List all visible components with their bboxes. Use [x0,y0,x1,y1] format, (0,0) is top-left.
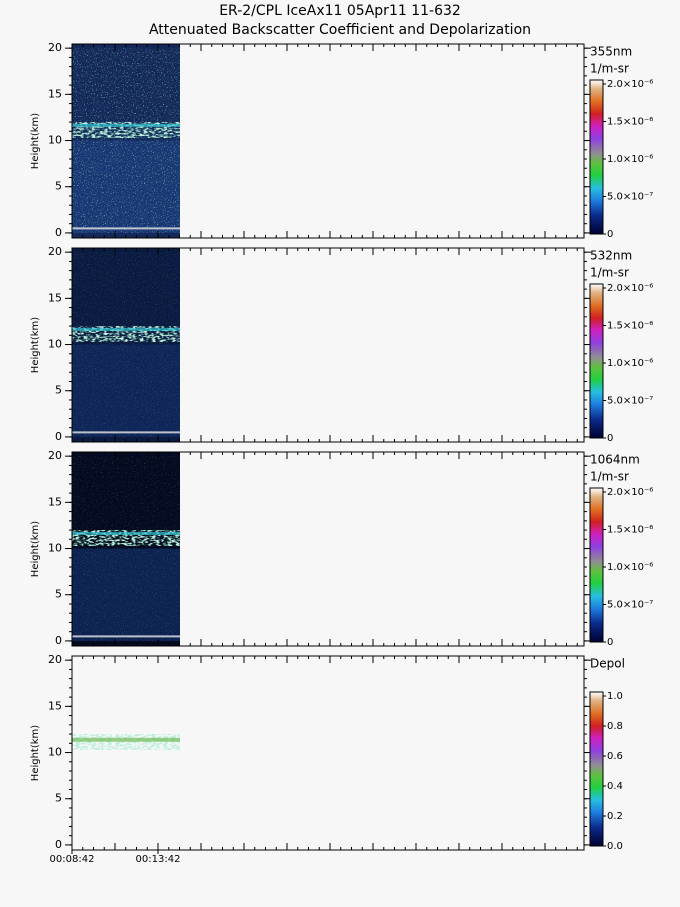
y-tick-label: 20 [48,41,62,54]
colorbar-tick-label: 0.6 [607,751,623,762]
colorbar-title: 1064nm [590,453,640,467]
y-axis-label: Height(km) [30,521,41,577]
colorbar-tick-label: 5.0×10⁻⁷ [607,396,653,407]
y-tick-label: 0 [55,838,62,851]
y-tick-label: 10 [48,134,62,147]
colorbar-tick-label: 0.0 [607,841,623,852]
colorbar-title: 532nm [590,249,632,263]
y-axis-label: Height(km) [30,317,41,373]
colorbar-title: 355nm [590,45,632,59]
colorbar-tick-label: 0.2 [607,811,623,822]
depol-cloud-tint [72,737,180,742]
y-tick-label: 20 [48,449,62,462]
depol-cloud [72,734,180,750]
colorbar-tick-label: 5.0×10⁻⁷ [607,192,653,203]
cloud-top [72,531,180,535]
subtitle: Attenuated Backscatter Coefficient and D… [149,22,531,38]
colorbar-tick-label: 0 [607,637,613,648]
y-tick-label: 0 [55,430,62,443]
y-tick-label: 0 [55,634,62,647]
colorbar-title: Depol [590,657,625,671]
y-tick-label: 5 [55,792,62,805]
surface [72,227,180,230]
y-tick-label: 10 [48,746,62,759]
colorbar-tick-label: 2.0×10⁻⁶ [607,283,653,294]
colorbar-tick-label: 1.0 [607,691,623,702]
cloud-top [72,123,180,127]
noise [72,456,180,641]
y-tick-label: 15 [48,495,62,508]
colorbar-tick-label: 1.5×10⁻⁶ [607,117,653,128]
colorbar-tick-label: 0.4 [607,781,623,792]
y-tick-label: 5 [55,588,62,601]
x-tick-label: 00:13:42 [136,854,181,865]
cloud-top [72,327,180,331]
colorbar [589,283,604,439]
y-tick-label: 20 [48,653,62,666]
y-tick-label: 15 [48,291,62,304]
colorbar [589,691,604,847]
colorbar-tick-label: 2.0×10⁻⁶ [607,487,653,498]
y-tick-label: 10 [48,338,62,351]
x-tick-label: 00:08:42 [50,854,95,865]
colorbar [589,487,604,643]
colorbar-tick-label: 5.0×10⁻⁷ [607,600,653,611]
colorbar-tick-label: 1.0×10⁻⁶ [607,154,653,165]
surface [72,635,180,638]
colorbar-tick-label: 1.0×10⁻⁶ [607,358,653,369]
y-tick-label: 5 [55,384,62,397]
plot-frame [71,655,585,851]
colorbar-tick-label: 1.5×10⁻⁶ [607,321,653,332]
y-tick-label: 10 [48,542,62,555]
noise [72,252,180,437]
y-axis-label: Height(km) [30,113,41,169]
y-tick-label: 20 [48,245,62,258]
title: ER-2/CPL IceAx11 05Apr11 11-632 [219,3,461,19]
y-tick-label: 5 [55,180,62,193]
colorbar-tick-label: 0.8 [607,721,623,732]
y-tick-label: 15 [48,699,62,712]
noise [72,48,180,233]
colorbar-tick-label: 1.5×10⁻⁶ [607,525,653,536]
y-tick-label: 15 [48,87,62,100]
colorbar-tick-label: 0 [607,229,613,240]
y-tick-label: 0 [55,226,62,239]
colorbar-tick-label: 1.0×10⁻⁶ [607,562,653,573]
colorbar-unit: 1/m-sr [590,266,629,280]
surface [72,431,180,434]
y-axis-label: Height(km) [30,725,41,781]
colorbar-tick-label: 0 [607,433,613,444]
colorbar-tick-label: 2.0×10⁻⁶ [607,79,653,90]
colorbar-unit: 1/m-sr [590,470,629,484]
colorbar [589,79,604,235]
colorbar-unit: 1/m-sr [590,62,629,76]
